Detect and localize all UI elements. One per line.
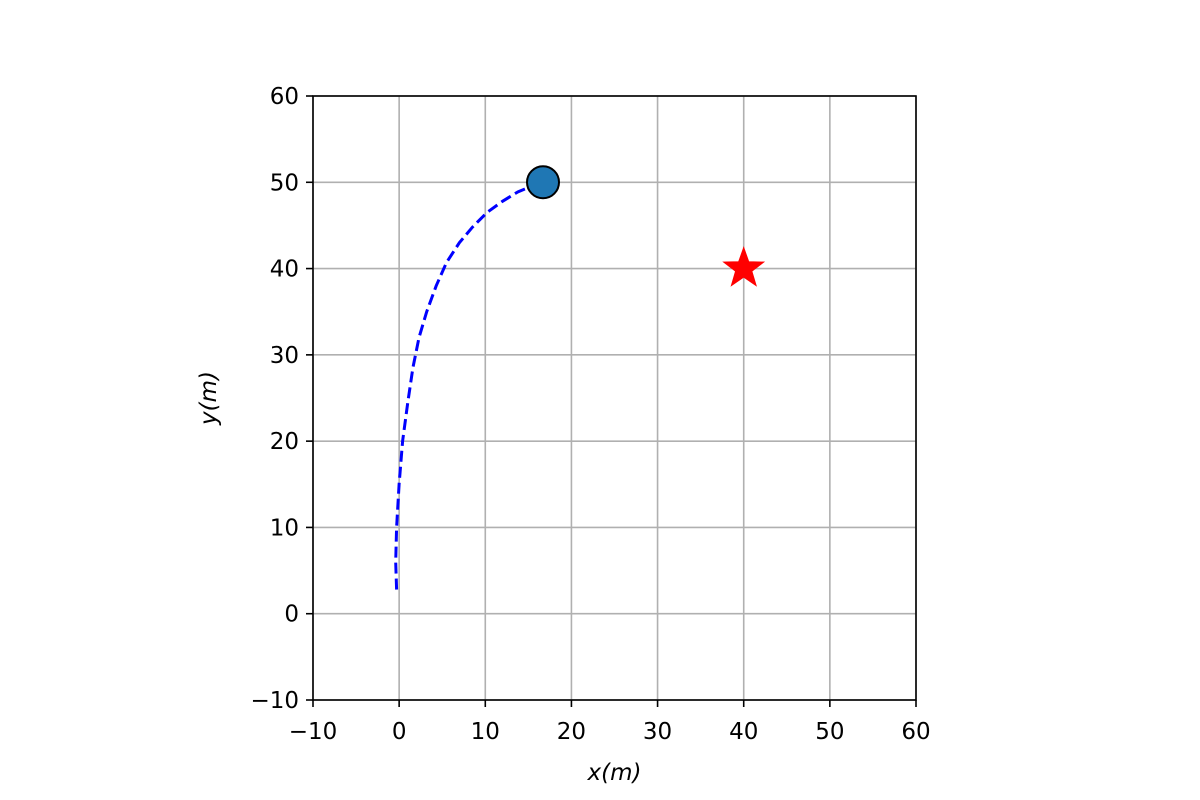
axes-frame	[312, 95, 917, 701]
ticks: −10 0 10 20 30 40 50 60 −10 0 10 20 30 40 50 60	[250, 84, 930, 745]
trajectory-line	[394, 180, 544, 590]
x-tick-label: 20	[557, 719, 586, 745]
plot-area	[394, 165, 766, 590]
y-tick-label: 10	[270, 515, 299, 541]
y-tick-label: 50	[270, 170, 299, 196]
x-tick-label: 40	[729, 719, 758, 745]
x-tick-label: 60	[901, 719, 930, 745]
x-tick-label: 0	[392, 719, 407, 745]
y-tick-label: 20	[270, 429, 299, 455]
y-tick-label: 40	[270, 257, 299, 283]
y-tick-label: 0	[284, 602, 299, 628]
y-tick-label: 60	[270, 84, 299, 110]
x-axis-label: x(m)	[587, 760, 642, 786]
y-axis-label: y(m)	[196, 371, 222, 426]
goal-star-marker	[722, 246, 766, 287]
x-tick-label: 10	[471, 719, 500, 745]
position-marker	[526, 165, 561, 200]
y-tick-label: −10	[250, 688, 299, 714]
grid	[312, 95, 917, 701]
x-tick-label: −10	[289, 719, 338, 745]
x-tick-label: 30	[643, 719, 672, 745]
y-tick-label: 30	[270, 343, 299, 369]
x-tick-label: 50	[815, 719, 844, 745]
